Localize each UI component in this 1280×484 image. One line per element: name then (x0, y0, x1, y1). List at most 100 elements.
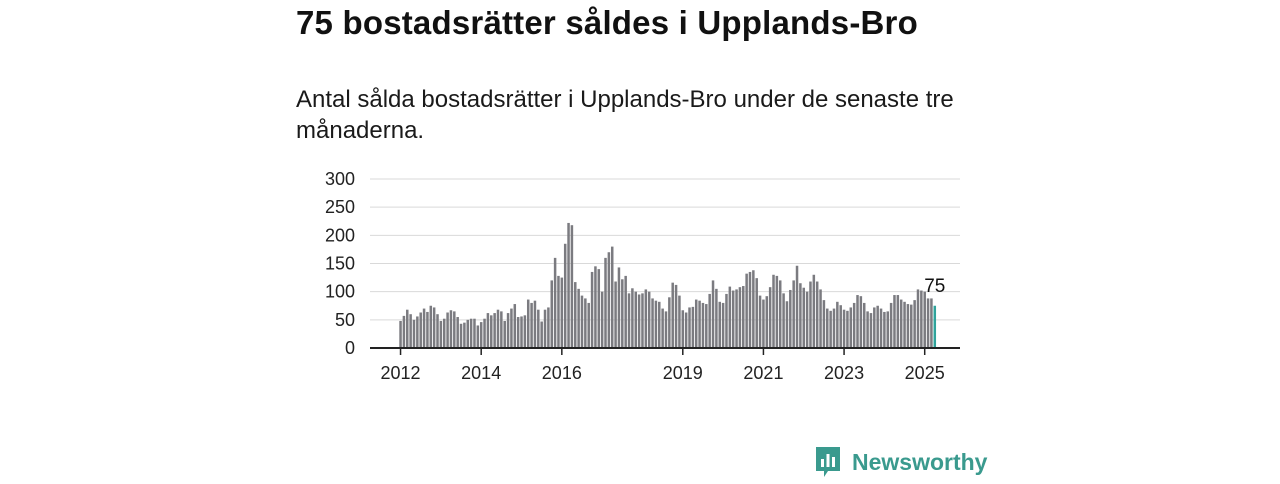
bar (745, 273, 748, 348)
bar (621, 279, 624, 348)
bar (876, 305, 879, 348)
bar (577, 288, 580, 348)
bar (879, 308, 883, 348)
bar (658, 301, 661, 348)
bar (688, 307, 691, 348)
bar (520, 316, 523, 348)
bar (832, 308, 836, 348)
y-tick-label: 200 (325, 225, 355, 245)
x-tick-label: 2021 (743, 363, 783, 383)
bar (698, 300, 701, 348)
bar (463, 322, 466, 348)
bar (778, 280, 782, 348)
bar (822, 300, 826, 348)
bar (869, 313, 873, 348)
bar (758, 295, 762, 348)
bar (873, 307, 876, 348)
y-tick-label: 250 (325, 197, 355, 217)
bar (678, 295, 681, 348)
bar (526, 299, 530, 348)
bar (708, 293, 711, 348)
bar (419, 312, 422, 348)
bar (624, 275, 627, 348)
bar (923, 291, 926, 348)
bar (600, 291, 604, 348)
bar (503, 320, 506, 348)
bar (664, 311, 668, 348)
bar (469, 318, 473, 348)
bar (432, 307, 436, 348)
bar (550, 280, 553, 348)
bar (574, 282, 577, 348)
bar (846, 310, 849, 348)
bar (752, 270, 755, 348)
bar (456, 317, 459, 348)
bar (510, 308, 513, 348)
bar (644, 289, 648, 348)
bar (765, 296, 769, 348)
bar (483, 318, 486, 348)
bar (476, 325, 480, 348)
bar (533, 300, 537, 348)
bar (684, 312, 688, 348)
bar (563, 243, 567, 348)
x-tick-label: 2023 (824, 363, 864, 383)
bar (836, 301, 839, 348)
y-axis-tick-labels: 0 50 100 150 200 250 300 (325, 169, 355, 358)
newsworthy-brand: Newsworthy (814, 444, 987, 480)
bar (789, 289, 792, 348)
bar (913, 300, 916, 348)
bar (547, 307, 550, 348)
bar (795, 265, 799, 348)
bar (802, 287, 805, 348)
bar (553, 257, 557, 348)
bar (715, 288, 718, 348)
bar (543, 309, 547, 348)
bar (762, 299, 765, 348)
chart-title: 75 bostadsrätter såldes i Upplands-Bro (296, 4, 918, 41)
bar (705, 304, 708, 348)
bar (809, 281, 812, 348)
bar (422, 308, 426, 348)
x-tick-label: 2014 (461, 363, 501, 383)
bar (668, 297, 671, 348)
bar (627, 293, 631, 348)
bar (537, 309, 540, 348)
bar (406, 309, 409, 348)
x-tick-label: 2019 (663, 363, 703, 383)
bar (903, 301, 906, 348)
bar (416, 316, 419, 348)
bar (899, 299, 903, 348)
bar-latest (933, 305, 937, 348)
bar (540, 321, 543, 348)
x-tick-label: 2025 (905, 363, 945, 383)
bar (654, 300, 658, 348)
bar (826, 308, 829, 348)
bar (735, 289, 738, 348)
bar (930, 298, 933, 348)
bar (516, 317, 520, 348)
bar (453, 311, 456, 348)
bar (409, 314, 412, 348)
y-tick-label: 150 (325, 254, 355, 274)
bar (587, 302, 590, 348)
bar (681, 310, 685, 348)
bar (819, 289, 822, 348)
y-tick-label: 0 (345, 338, 355, 358)
bar (815, 281, 819, 348)
bar (580, 295, 584, 348)
bar (768, 287, 772, 348)
bar (439, 320, 443, 348)
bar (436, 314, 439, 348)
bar (852, 302, 856, 348)
bar (691, 306, 695, 348)
bar (429, 305, 433, 348)
bar (614, 281, 617, 348)
bar (584, 298, 587, 348)
bar (742, 286, 745, 348)
bar (486, 313, 490, 348)
bar (866, 311, 869, 348)
bar (748, 271, 752, 348)
bar (530, 302, 533, 348)
